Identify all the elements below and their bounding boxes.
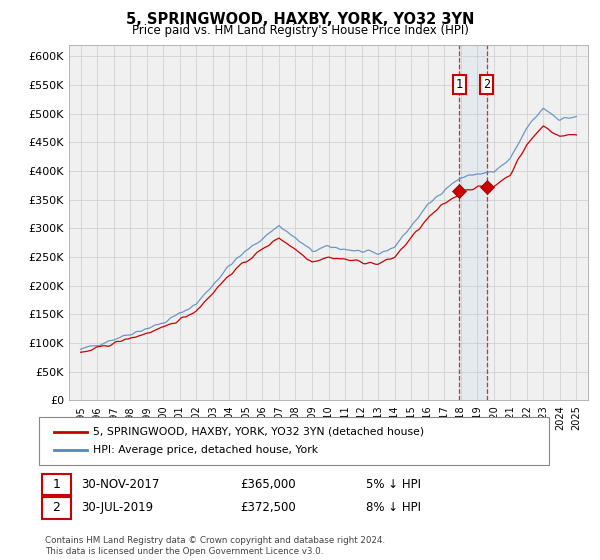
Text: 8% ↓ HPI: 8% ↓ HPI	[366, 501, 421, 515]
Text: HPI: Average price, detached house, York: HPI: Average price, detached house, York	[93, 445, 318, 455]
Bar	[460, 45, 487, 400]
Text: £365,000: £365,000	[240, 478, 296, 491]
Text: £372,500: £372,500	[240, 501, 296, 515]
Text: 30-JUL-2019: 30-JUL-2019	[81, 501, 153, 515]
Text: 1: 1	[52, 478, 61, 491]
Text: Price paid vs. HM Land Registry's House Price Index (HPI): Price paid vs. HM Land Registry's House …	[131, 24, 469, 36]
Text: 5% ↓ HPI: 5% ↓ HPI	[366, 478, 421, 491]
Text: 5, SPRINGWOOD, HAXBY, YORK, YO32 3YN (detached house): 5, SPRINGWOOD, HAXBY, YORK, YO32 3YN (de…	[93, 427, 424, 437]
Text: Contains HM Land Registry data © Crown copyright and database right 2024.
This d: Contains HM Land Registry data © Crown c…	[45, 536, 385, 556]
Text: 2: 2	[483, 78, 490, 91]
Text: 2: 2	[52, 501, 61, 515]
Text: 30-NOV-2017: 30-NOV-2017	[81, 478, 160, 491]
Text: 1: 1	[456, 78, 463, 91]
Text: 5, SPRINGWOOD, HAXBY, YORK, YO32 3YN: 5, SPRINGWOOD, HAXBY, YORK, YO32 3YN	[126, 12, 474, 27]
